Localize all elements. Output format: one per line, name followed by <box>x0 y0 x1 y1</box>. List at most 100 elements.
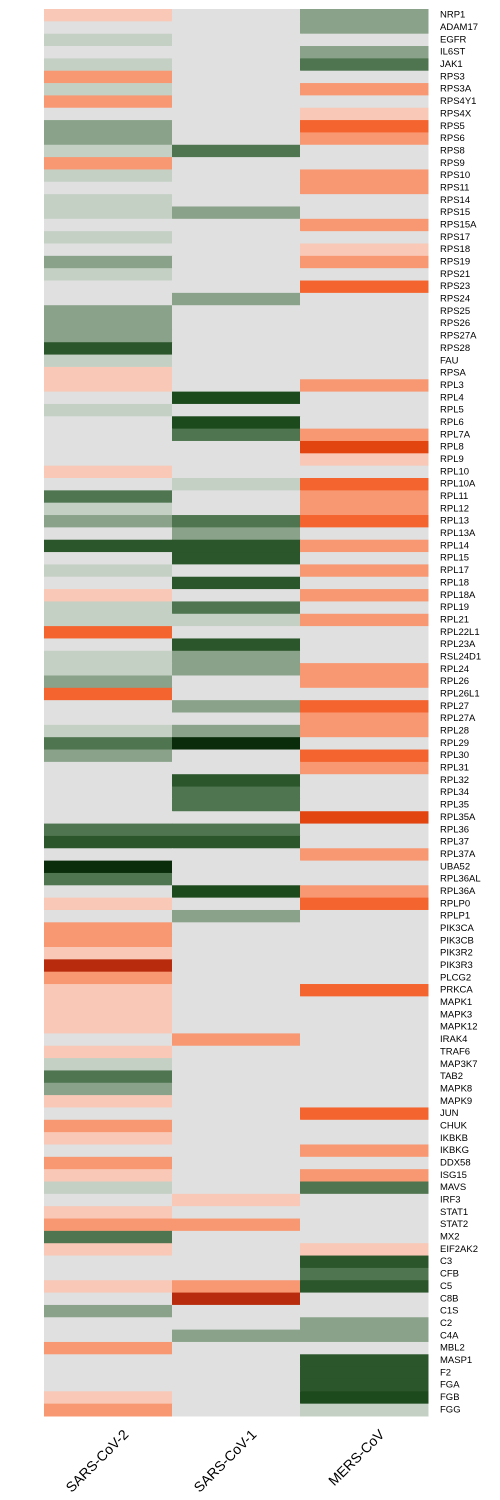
heatmap-cell <box>172 1243 301 1257</box>
row-label: C3 <box>440 1256 452 1267</box>
row-label: MAPK8 <box>440 1083 472 1094</box>
heatmap-cell <box>300 1132 429 1145</box>
column-label: SARS-CoV-2 <box>62 1426 131 1495</box>
heatmap-cell <box>300 1317 429 1331</box>
heatmap-cell <box>44 354 173 368</box>
heatmap-cell <box>172 317 301 331</box>
heatmap-cell <box>300 1169 429 1182</box>
row-label: RPL18 <box>440 577 469 588</box>
heatmap-cell <box>300 428 429 442</box>
heatmap-cell <box>172 1021 301 1034</box>
row-label: RPL11 <box>440 491 468 502</box>
row-label: RPL5 <box>440 405 464 416</box>
row-label: RPL28 <box>440 726 469 737</box>
row-label: RPL37 <box>440 837 469 848</box>
heatmap-cell <box>44 835 173 849</box>
heatmap-cell <box>172 1255 301 1269</box>
row-label: RPL13A <box>440 528 476 539</box>
row-label: RPLP1 <box>440 911 470 922</box>
heatmap-cell <box>44 749 173 763</box>
heatmap-cell <box>300 527 429 541</box>
heatmap-cell <box>172 1144 301 1158</box>
heatmap-cell <box>44 774 173 788</box>
heatmap-cell <box>172 1008 301 1022</box>
row-label: RPS9 <box>440 158 465 169</box>
heatmap-cell <box>300 1193 429 1207</box>
heatmap-cell <box>300 366 429 380</box>
row-label: RPS21 <box>440 269 470 280</box>
row-label: RPL23A <box>440 639 476 650</box>
heatmap-cell <box>44 1255 173 1269</box>
row-label: RPS3A <box>440 84 472 95</box>
row-label: RPS3 <box>440 71 465 82</box>
heatmap-cell <box>300 255 429 269</box>
heatmap-cell <box>172 922 301 936</box>
heatmap-cell <box>172 539 301 553</box>
row-label: MX2 <box>440 1232 460 1243</box>
heatmap-cell <box>300 663 429 676</box>
heatmap-cell <box>300 1292 429 1306</box>
heatmap-cell <box>300 194 429 207</box>
heatmap-cell <box>172 453 301 467</box>
heatmap-cell <box>172 1341 301 1355</box>
heatmap-cell <box>172 947 301 960</box>
row-label: MBL2 <box>440 1343 465 1354</box>
heatmap-cell <box>172 231 301 244</box>
heatmap-cell <box>300 811 429 825</box>
heatmap-cell <box>44 971 173 985</box>
heatmap-cell <box>172 1230 301 1244</box>
heatmap-cell <box>300 947 429 960</box>
heatmap-cell <box>172 181 301 195</box>
heatmap-cell <box>300 1366 429 1380</box>
heatmap-cell <box>300 1156 429 1170</box>
row-label: RPS15A <box>440 219 477 230</box>
heatmap-cell <box>44 650 173 664</box>
heatmap-cell <box>172 613 301 627</box>
row-label: RPL36AL <box>440 874 481 885</box>
heatmap-cell <box>172 1218 301 1232</box>
heatmap-cell <box>44 292 173 306</box>
heatmap-cell <box>172 280 301 294</box>
heatmap-cell <box>300 33 429 47</box>
row-label: C2 <box>440 1318 452 1329</box>
heatmap-cell <box>172 564 301 578</box>
heatmap-cell <box>44 798 173 812</box>
heatmap-cell <box>44 1317 173 1331</box>
heatmap-cell <box>300 959 429 973</box>
heatmap-cell <box>44 601 173 615</box>
heatmap-cell <box>300 342 429 356</box>
heatmap-cell <box>172 490 301 504</box>
heatmap-cell <box>172 1206 301 1220</box>
heatmap-cell <box>172 761 301 775</box>
row-label: RPL30 <box>440 750 469 761</box>
heatmap-cell <box>44 712 173 726</box>
row-label: RPL8 <box>440 442 464 453</box>
heatmap-cell <box>172 120 301 133</box>
heatmap-cell <box>44 552 173 565</box>
heatmap-cell <box>172 428 301 442</box>
heatmap-cell <box>172 1132 301 1145</box>
row-label: EGFR <box>440 34 467 45</box>
row-label: IKBKB <box>440 1133 468 1144</box>
heatmap-cell <box>44 1304 173 1318</box>
heatmap-cell <box>172 872 301 886</box>
heatmap-cell <box>44 329 173 343</box>
heatmap-cell <box>44 403 173 417</box>
heatmap-cell <box>44 428 173 442</box>
row-label: FAU <box>440 355 459 366</box>
heatmap-cell <box>44 515 173 528</box>
heatmap-cell <box>300 502 429 516</box>
row-label: ISG15 <box>440 1170 467 1181</box>
column-label: SARS-CoV-1 <box>190 1426 259 1495</box>
row-label: RPL10A <box>440 479 476 490</box>
heatmap-cell <box>300 1206 429 1220</box>
heatmap-cell <box>300 749 429 763</box>
heatmap-cell <box>300 638 429 652</box>
heatmap-cell <box>44 120 173 133</box>
heatmap-cell <box>172 33 301 47</box>
row-label: RPLP0 <box>440 898 470 909</box>
row-label: FGG <box>440 1404 461 1415</box>
heatmap-cell <box>44 1132 173 1145</box>
heatmap-cell <box>172 144 301 158</box>
row-label: PIK3R3 <box>440 960 473 971</box>
